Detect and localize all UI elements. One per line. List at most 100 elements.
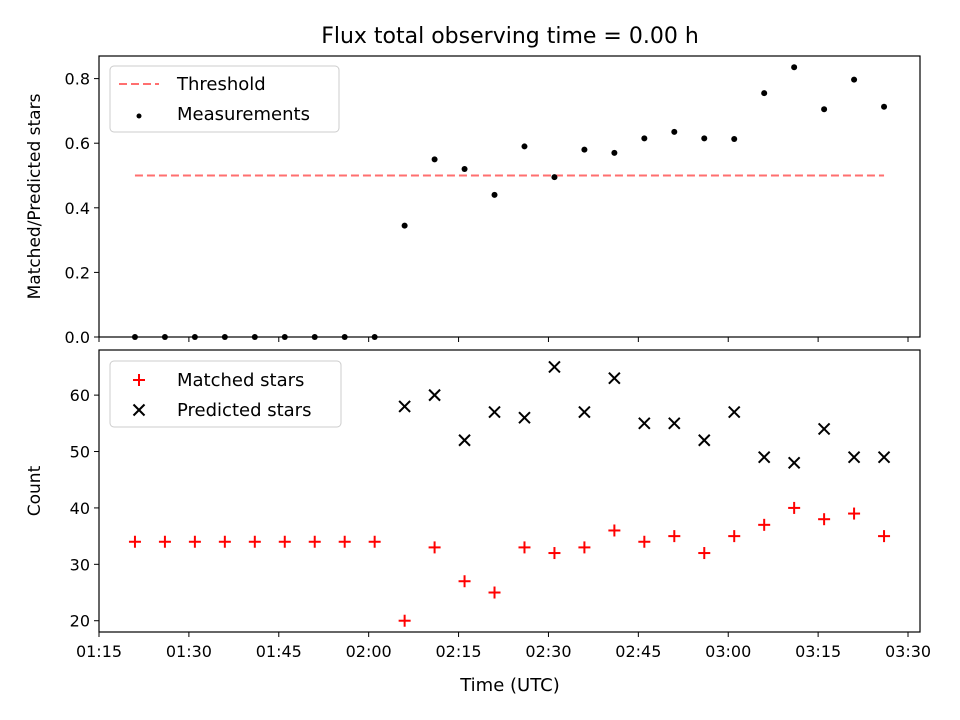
x-marker-b	[578, 405, 591, 419]
chart-title: Flux total observing time = 0.00 h	[321, 24, 699, 49]
y-axis-label: Matched/Predicted stars	[25, 93, 45, 299]
measurement-point	[731, 136, 738, 143]
measurement-point	[431, 156, 438, 163]
x-marker-b	[817, 422, 831, 436]
matched-point	[728, 530, 741, 543]
x-marker-b	[638, 417, 651, 430]
measurement-point	[761, 90, 768, 97]
matched-point	[518, 541, 531, 554]
legend: Matched stars Predicted stars	[109, 360, 342, 428]
legend-predicted-swatch	[132, 403, 146, 417]
matched-point	[218, 535, 231, 548]
x-marker-b	[488, 405, 501, 419]
measurement-point	[311, 334, 318, 340]
predicted-point	[847, 450, 861, 464]
x-marker-b	[698, 434, 711, 447]
x-marker-b	[728, 405, 741, 419]
predicted-point	[757, 450, 771, 464]
predicted-point	[698, 434, 711, 447]
y-tick-label: 60	[70, 386, 90, 405]
x-marker-b	[757, 450, 771, 464]
matched-point	[248, 535, 261, 548]
predicted-point	[548, 360, 561, 374]
x-marker-b	[847, 450, 861, 464]
count-panel: 01:15 01:30 01:45 02:00 02:15 02:30 02:45 03:00…	[25, 349, 931, 661]
matched-point	[878, 530, 891, 543]
y-tick-label: 0.0	[65, 328, 90, 347]
measurement-point	[791, 64, 798, 71]
plot-frame	[98, 349, 921, 633]
matched-point	[338, 535, 351, 548]
x-axis-label: Time (UTC)	[459, 675, 560, 696]
legend-threshold-label: Threshold	[176, 74, 266, 95]
y-tick-label: 0.4	[65, 199, 90, 218]
matched-point	[128, 535, 141, 548]
predicted-point	[787, 456, 801, 470]
matched-point	[548, 547, 561, 560]
legend: Threshold Measurements	[109, 65, 340, 133]
x-marker-b	[458, 434, 471, 447]
matched-point	[638, 535, 651, 548]
matched-point	[608, 524, 621, 537]
y-tick-label: 0.2	[65, 263, 90, 282]
predicted-point	[638, 417, 651, 430]
y-tick-label: 40	[70, 499, 90, 518]
measurement-point	[401, 222, 408, 229]
matched-point	[758, 518, 771, 531]
x-tick-label: 03:15	[795, 642, 841, 661]
y-tick-label: 0.6	[65, 134, 90, 153]
predicted-point	[817, 422, 831, 436]
predicted-point	[518, 411, 531, 424]
x-marker-b	[428, 388, 441, 402]
measurement-point	[341, 334, 348, 340]
measurement-point	[251, 334, 258, 340]
x-tick-label: 02:00	[346, 642, 392, 661]
matched-point	[458, 575, 471, 588]
measurement-point	[161, 334, 168, 340]
measurement-point	[131, 334, 138, 340]
x-marker-b	[787, 456, 801, 470]
plot-frame	[98, 55, 921, 338]
x-marker-b	[518, 411, 531, 424]
measurement-point	[281, 334, 288, 340]
x-tick-label: 03:00	[705, 642, 751, 661]
measurement-point	[551, 174, 558, 181]
matched-point	[698, 547, 711, 560]
predicted-point	[608, 371, 621, 385]
legend-box	[109, 65, 340, 133]
x-tick-label: 02:15	[436, 642, 482, 661]
y-tick-label: 20	[70, 612, 90, 631]
y-tick-label: 50	[70, 443, 90, 462]
matched-point	[578, 541, 591, 554]
legend-matched-swatch	[133, 374, 145, 386]
matched-point	[188, 535, 201, 548]
matched-point	[398, 614, 411, 627]
x-marker-b	[398, 400, 411, 413]
predicted-point	[668, 417, 681, 430]
x-marker-b	[608, 371, 621, 385]
matched-point	[278, 535, 291, 548]
x-marker-b	[877, 450, 891, 464]
x-marker-b	[132, 403, 146, 417]
measurement-point	[221, 334, 228, 340]
measurement-point	[521, 143, 528, 150]
predicted-point	[488, 405, 501, 419]
matched-point	[368, 535, 381, 548]
y-tick-label: 30	[70, 555, 90, 574]
x-marker-b	[548, 360, 561, 374]
legend-predicted-label: Predicted stars	[177, 400, 311, 421]
legend-measurements-swatch	[136, 113, 142, 119]
x-tick-label: 01:45	[256, 642, 302, 661]
predicted-point	[398, 400, 411, 413]
x-tick-label: 02:45	[615, 642, 661, 661]
matched-point	[848, 507, 861, 520]
measurement-point	[371, 334, 378, 340]
measurement-point	[641, 135, 648, 142]
measurement-point	[701, 135, 708, 142]
predicted-point	[728, 405, 741, 419]
legend-box	[109, 360, 342, 428]
y-tick-label: 0.8	[65, 70, 90, 89]
measurement-point	[821, 106, 828, 113]
predicted-point	[428, 388, 441, 402]
